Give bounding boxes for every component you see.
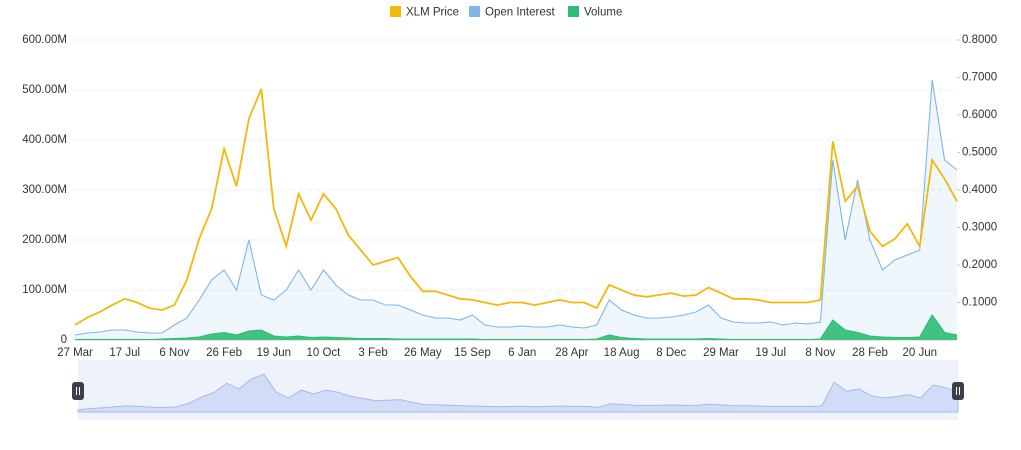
x-tick-label: 20 Jun: [902, 347, 937, 359]
x-tick-label: 28 Feb: [852, 347, 888, 359]
series-area: [75, 80, 957, 340]
x-tick-label: 8 Nov: [805, 347, 835, 359]
y2-tick-label: 0.4000: [962, 184, 997, 196]
x-tick-label: 6 Nov: [159, 347, 189, 359]
y2-tick-label: 0.1000: [962, 297, 997, 309]
y-tick-label: 100.00M: [22, 284, 67, 296]
y2-tick-label: 0.3000: [962, 222, 997, 234]
legend-swatch[interactable]: [568, 6, 579, 17]
y2-tick-label: 0.8000: [962, 34, 997, 46]
series-area: [75, 315, 957, 340]
y-tick-label: 400.00M: [22, 134, 67, 146]
x-tick-label: 15 Sep: [454, 347, 490, 359]
y-tick-label: 300.00M: [22, 184, 67, 196]
navigator-handle[interactable]: [952, 382, 964, 400]
x-tick-label: 29 Mar: [703, 347, 739, 359]
navigator-area: [77, 373, 959, 413]
x-tick-label: 3 Feb: [358, 347, 387, 359]
y2-tick-label: 0.7000: [962, 72, 997, 84]
series-line: [74, 88, 958, 326]
x-tick-label: 26 Feb: [206, 347, 242, 359]
y2-tick-label: 0.6000: [962, 109, 997, 121]
legend-swatch[interactable]: [469, 6, 480, 17]
y2-tick-label: 0.2000: [962, 259, 997, 271]
y-tick-label: 500.00M: [22, 84, 67, 96]
x-tick-label: 28 Apr: [555, 347, 588, 359]
x-tick-label: 6 Jan: [508, 347, 536, 359]
x-tick-label: 10 Oct: [307, 347, 342, 359]
x-tick-label: 8 Dec: [656, 347, 686, 359]
legend-swatch[interactable]: [390, 6, 401, 17]
x-tick-label: 18 Aug: [604, 347, 640, 359]
legend-label[interactable]: Open Interest: [485, 7, 555, 19]
y-tick-label: 0: [61, 334, 67, 346]
navigator-handle[interactable]: [72, 382, 84, 400]
x-tick-label: 27 Mar: [57, 347, 93, 359]
x-tick-label: 17 Jul: [109, 347, 140, 359]
x-tick-label: 26 May: [404, 347, 442, 359]
x-tick-label: 19 Jun: [256, 347, 291, 359]
series-line: [75, 313, 958, 341]
y-tick-label: 200.00M: [22, 234, 67, 246]
legend-label[interactable]: XLM Price: [406, 7, 459, 19]
y-tick-label: 600.00M: [22, 34, 67, 46]
legend-label[interactable]: Volume: [584, 7, 622, 19]
x-tick-label: 19 Jul: [755, 347, 786, 359]
series-line: [74, 79, 958, 336]
y2-tick-label: 0.5000: [962, 147, 997, 159]
